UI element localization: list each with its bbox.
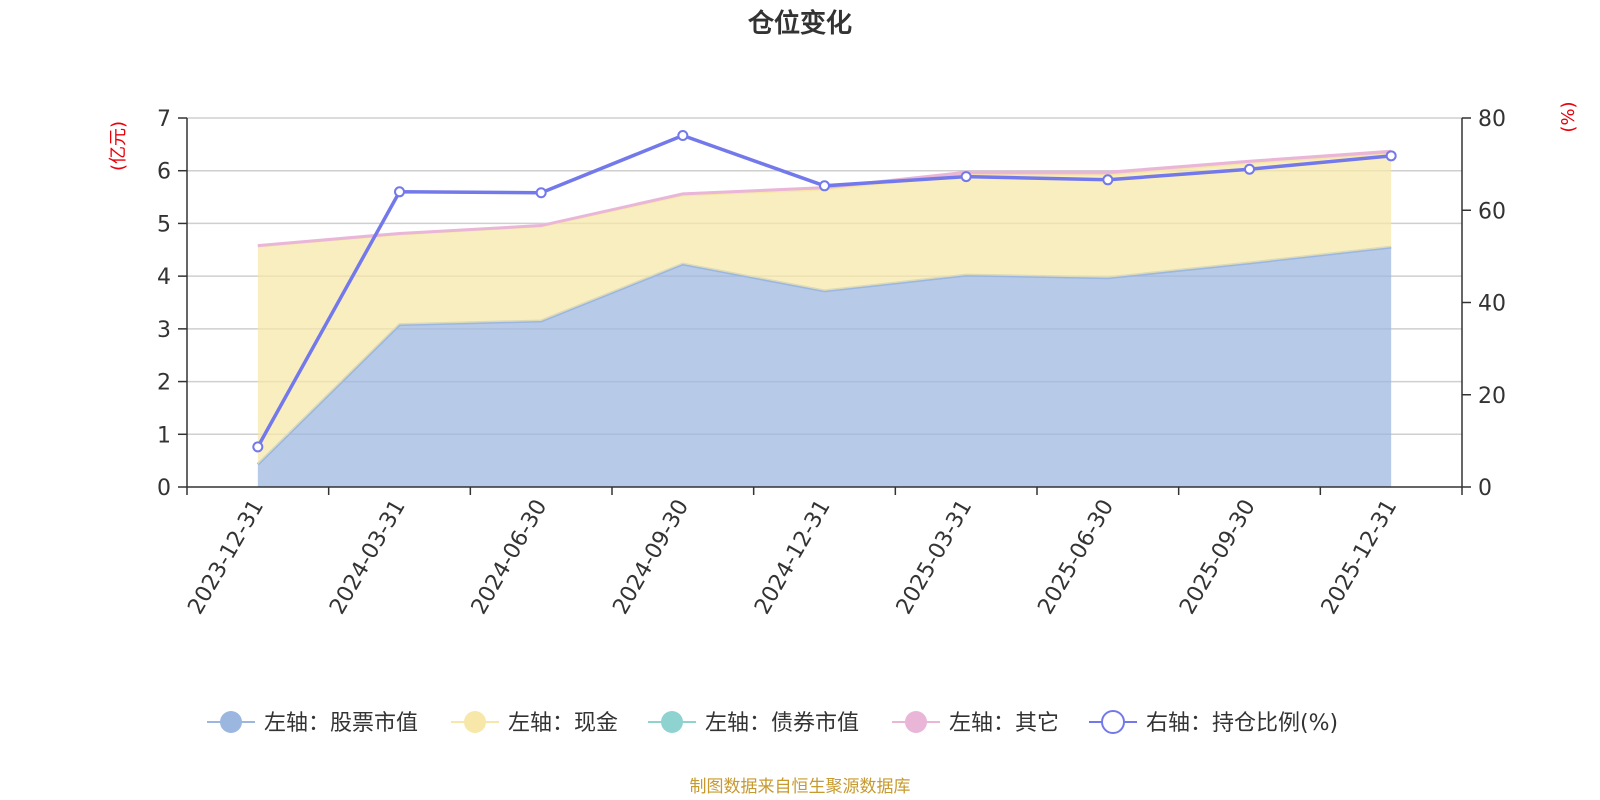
left-tick-label: 5 (157, 212, 171, 237)
x-tick-label: 2024-03-31 (325, 496, 411, 619)
ratio-point (1244, 163, 1255, 175)
area-1 (257, 153, 1392, 465)
left-tick-label: 0 (157, 476, 171, 501)
legend-item-1[interactable]: 左轴：现金 (451, 711, 618, 736)
area-0 (257, 247, 1392, 487)
legend-item-0[interactable]: 左轴：股票市值 (207, 711, 418, 736)
left-tick-label: 7 (157, 107, 171, 132)
ratio-point (1102, 174, 1114, 186)
x-tick-label: 2024-06-30 (467, 496, 553, 619)
right-tick-label: 60 (1478, 199, 1506, 224)
legend: 左轴：股票市值 左轴：现金 左轴：债券市值 左轴：其它 右轴：持仓比例(%) (207, 710, 1338, 736)
ratio-point (677, 130, 689, 142)
ratio-point (960, 171, 972, 183)
legend-item-2[interactable]: 左轴：债券市值 (648, 711, 859, 736)
legend-label: 右轴：持仓比例(%) (1146, 711, 1338, 736)
x-tick-label: 2025-03-31 (892, 496, 978, 619)
x-tick-label: 2023-12-31 (183, 496, 269, 619)
legend-item-4[interactable]: 右轴：持仓比例(%) (1089, 710, 1338, 736)
ratio-point (394, 186, 405, 198)
x-tick-label: 2024-09-30 (608, 496, 694, 619)
x-tick-label: 2025-06-30 (1033, 496, 1119, 619)
legend-label: 左轴：股票市值 (264, 711, 418, 736)
area-layer (256, 149, 1392, 487)
left-tick-label: 6 (157, 160, 171, 185)
left-tick-label: 3 (157, 318, 171, 343)
right-tick-label: 80 (1478, 107, 1506, 132)
right-axis-unit: (%) (1558, 101, 1579, 132)
left-tick-label: 2 (157, 371, 171, 396)
ratio-point (252, 441, 264, 453)
x-tick-label: 2025-09-30 (1175, 496, 1261, 619)
legend-label: 左轴：债券市值 (705, 711, 859, 736)
data-source-note: 制图数据来自恒生聚源数据库 (690, 777, 911, 797)
legend-item-3[interactable]: 左轴：其它 (892, 711, 1059, 736)
right-tick-label: 20 (1478, 384, 1506, 409)
ratio-point (819, 180, 830, 192)
left-tick-label: 1 (157, 423, 171, 448)
legend-marker (661, 711, 683, 733)
ratio-point (535, 187, 547, 199)
legend-marker (905, 711, 927, 733)
ratio-line-layer (252, 130, 1397, 453)
x-tick-label: 2024-12-31 (750, 496, 836, 619)
x-tick-label: 2025-12-31 (1317, 496, 1403, 619)
legend-label: 左轴：其它 (949, 711, 1059, 736)
ratio-point (1385, 150, 1397, 162)
left-tick-label: 4 (157, 265, 171, 290)
right-tick-label: 40 (1478, 292, 1506, 317)
chart-title: 仓位变化 (747, 8, 852, 39)
right-tick-label: 0 (1478, 476, 1492, 501)
left-axis-unit: (亿元) (108, 121, 129, 171)
legend-marker (220, 711, 242, 733)
legend-marker (464, 711, 486, 733)
legend-label: 左轴：现金 (508, 711, 618, 736)
legend-marker (1101, 710, 1125, 734)
